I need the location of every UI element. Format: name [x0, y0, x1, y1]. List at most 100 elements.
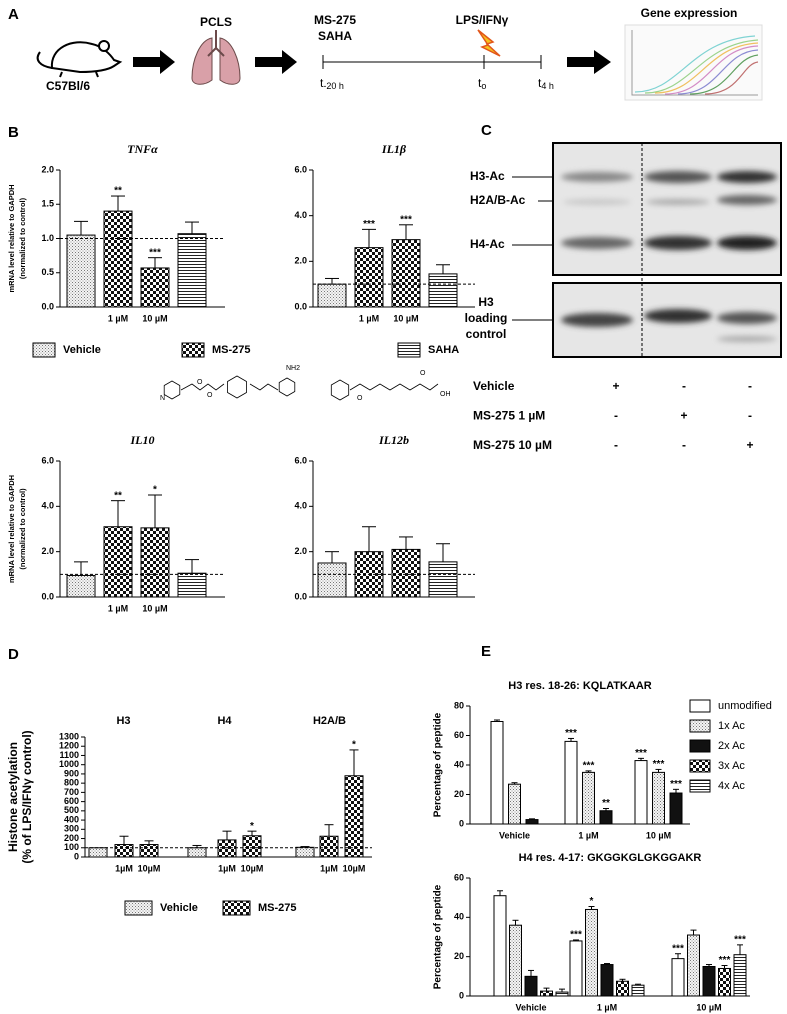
y-tick-label: 0	[459, 818, 464, 828]
loading-label: loading	[465, 311, 508, 325]
timepoint: t-20 h	[320, 76, 344, 91]
band-label: H3-Ac	[470, 169, 505, 183]
y-tick-label: 900	[64, 768, 79, 778]
timepoint-sub: o	[481, 81, 486, 91]
y-tick-label: 500	[64, 805, 79, 815]
x-tick-label: 10 µM	[142, 603, 167, 613]
x-tick-label: 10µM	[138, 863, 161, 873]
lane-sign: -	[748, 379, 752, 393]
significance-label: *	[250, 821, 254, 832]
bar	[525, 819, 539, 825]
atom-label: NH2	[286, 365, 300, 372]
lung-icon	[191, 30, 241, 85]
bar	[687, 934, 700, 997]
y-axis-label: mRNA level relative to GAPDH	[7, 184, 16, 292]
panel-label: B	[8, 124, 19, 141]
y-tick-label: 0	[74, 851, 79, 861]
lane-sign: -	[614, 409, 618, 423]
y-tick-label: 6.0	[41, 455, 54, 465]
y-axis-label: mRNA level relative to GAPDH	[7, 475, 16, 583]
condition-label: MS-275 1 µM	[473, 409, 545, 423]
bar	[317, 562, 347, 598]
bar	[599, 810, 613, 825]
y-tick-label: 100	[64, 842, 79, 852]
bar	[344, 775, 364, 858]
chart-title: H4 res. 4-17: GKGGKGLGKGGAKR	[519, 852, 702, 864]
chemical-structures	[163, 375, 439, 401]
bar	[634, 760, 648, 825]
chart-title: IL10	[130, 433, 155, 447]
x-tick-label: 1 µM	[578, 830, 598, 840]
chart-title: IL12b	[378, 433, 409, 447]
arrow	[133, 50, 175, 74]
significance-label: *	[590, 896, 594, 907]
western-blot	[512, 142, 782, 358]
x-tick-label: 1µM	[218, 863, 236, 873]
band-label: H4-Ac	[470, 237, 505, 251]
bar	[428, 273, 458, 308]
y-axis-label: (% of LPS/IFNγ control)	[20, 730, 34, 863]
timepoint-main: t	[320, 76, 324, 90]
y-tick-label: 4.0	[294, 501, 307, 511]
legend-swatch	[32, 342, 56, 358]
bar	[508, 783, 521, 825]
bar	[140, 267, 170, 308]
legend-swatch	[124, 900, 153, 916]
y-tick-label: 2.0	[294, 256, 307, 266]
y-tick-label: 2.0	[294, 546, 307, 556]
y-tick-label: 800	[64, 778, 79, 788]
bar	[569, 940, 583, 997]
timepoint-sub: 4 h	[541, 81, 554, 91]
drug-label: MS-275	[314, 13, 356, 27]
x-tick-label: 10µM	[343, 863, 366, 873]
bar	[631, 984, 645, 997]
panel-label: A	[8, 6, 19, 23]
y-tick-label: 0.0	[294, 301, 307, 311]
y-tick-label: 4.0	[294, 210, 307, 220]
x-tick-label: 1µM	[320, 863, 338, 873]
legend-swatch	[689, 699, 711, 713]
significance-label: *	[352, 740, 356, 751]
significance-label: ***	[149, 247, 161, 258]
significance-label: **	[114, 186, 122, 197]
y-tick-label: 0	[459, 990, 464, 1000]
timepoint-sub: -20 h	[323, 81, 344, 91]
legend-label: MS-275	[212, 344, 251, 356]
bar	[242, 835, 262, 858]
bar	[187, 847, 207, 858]
mouse-icon	[36, 40, 123, 78]
significance-label: ***	[570, 930, 582, 941]
loading-label: H3	[478, 295, 494, 309]
y-tick-label: 2.0	[41, 546, 54, 556]
y-tick-label: 1200	[59, 741, 79, 751]
y-tick-label: 1.5	[41, 199, 54, 209]
chart-title: TNFα	[127, 142, 158, 156]
structure-ring	[227, 375, 247, 399]
bar	[524, 975, 538, 997]
step-label: Gene expression	[641, 6, 738, 20]
step-label: PCLS	[200, 15, 232, 29]
stimulus-label: LPS/IFNγ	[456, 13, 509, 27]
bar	[354, 247, 384, 308]
significance-label: **	[114, 490, 122, 501]
significance-label: ***	[565, 728, 577, 739]
y-tick-label: 0.5	[41, 267, 54, 277]
x-tick-label: 1µM	[115, 863, 133, 873]
qpcr-plot-icon	[624, 24, 763, 101]
y-tick-label: 1.0	[41, 233, 54, 243]
lane-sign: -	[682, 438, 686, 452]
bar	[509, 924, 522, 997]
bar	[600, 964, 614, 997]
significance-label: ***	[670, 779, 682, 790]
drug-label: SAHA	[318, 29, 352, 43]
atom-label: OH	[440, 391, 451, 398]
structure-ring	[163, 380, 181, 400]
y-tick-label: 6.0	[294, 164, 307, 174]
y-tick-label: 20	[454, 789, 464, 799]
step-label: C57Bl/6	[46, 79, 90, 93]
bar	[177, 233, 207, 308]
significance-label: ***	[400, 214, 412, 225]
y-axis-label: (normalized to control)	[18, 488, 27, 570]
y-tick-label: 200	[64, 833, 79, 843]
timepoint-main: t	[538, 76, 542, 90]
